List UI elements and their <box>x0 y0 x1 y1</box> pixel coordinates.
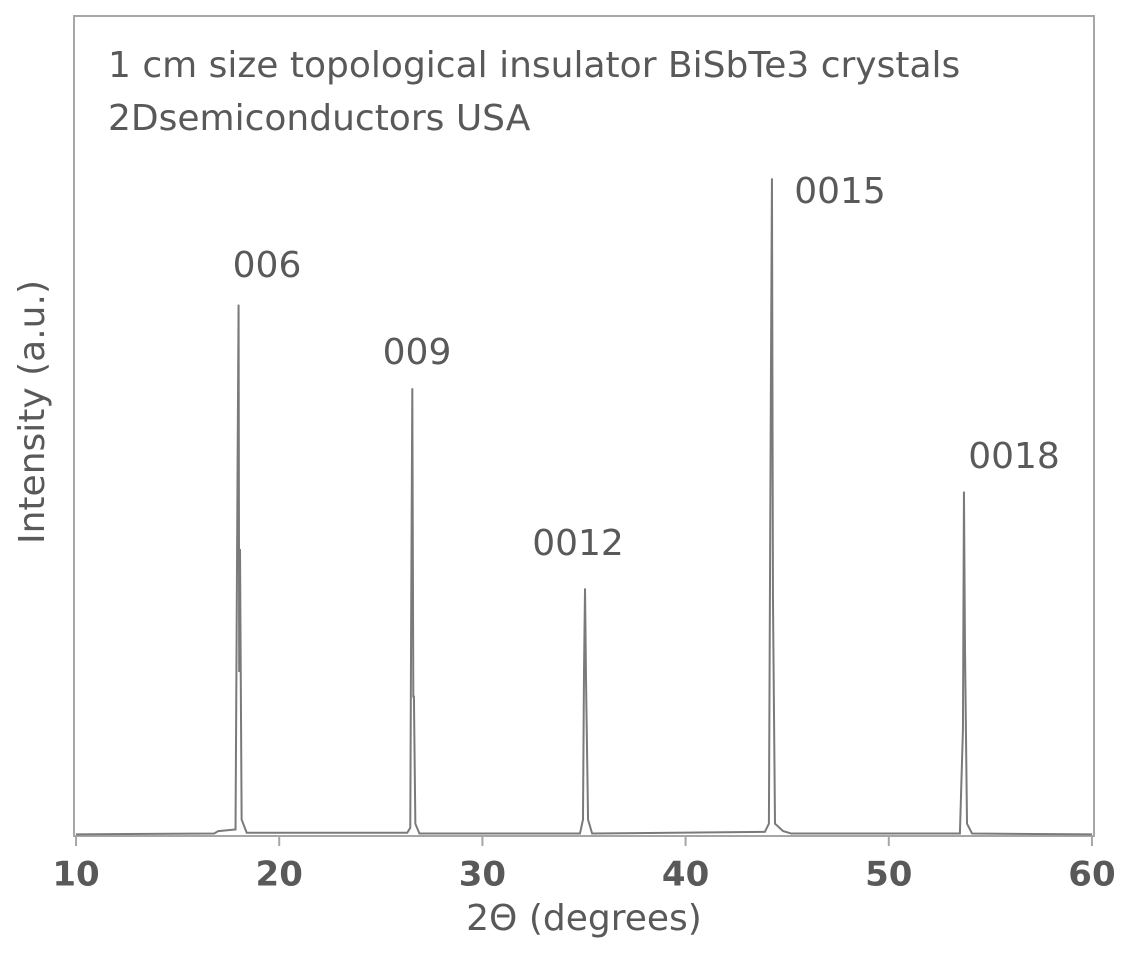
x-tick-label: 10 <box>52 855 99 895</box>
x-tick-label: 40 <box>662 855 709 895</box>
peak-label: 009 <box>383 332 452 373</box>
chart-title: 1 cm size topological insulator BiSbTe3 … <box>108 45 960 86</box>
y-axis-label: Intensity (a.u.) <box>12 280 53 544</box>
peak-label: 006 <box>233 245 302 286</box>
chart-subtitle: 2Dsemiconductors USA <box>108 98 531 139</box>
peak-label: 0015 <box>794 171 886 212</box>
peak-label: 0012 <box>532 523 624 564</box>
x-tick-label: 20 <box>256 855 303 895</box>
x-axis-label: 2Θ (degrees) <box>466 898 702 939</box>
plot-frame <box>73 15 1095 837</box>
peak-label: 0018 <box>968 436 1060 477</box>
x-tick-label: 30 <box>459 855 506 895</box>
x-tick-label: 50 <box>865 855 912 895</box>
xrd-line <box>76 178 1092 836</box>
x-tick-label: 60 <box>1068 855 1115 895</box>
